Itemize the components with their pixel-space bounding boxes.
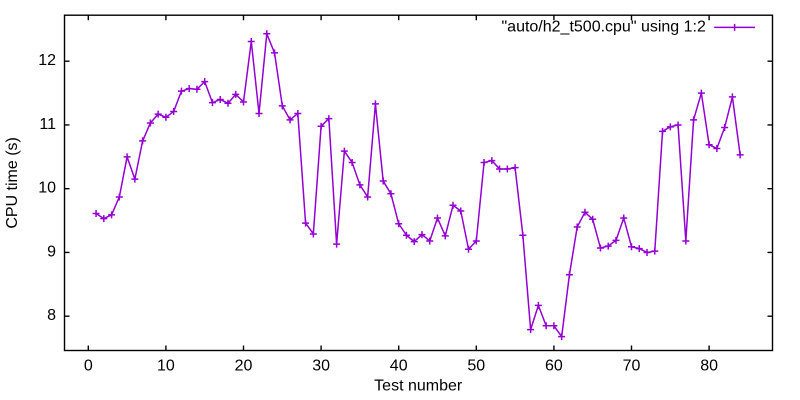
svg-text:8: 8 xyxy=(47,307,56,324)
svg-text:30: 30 xyxy=(312,357,330,374)
svg-text:80: 80 xyxy=(700,357,718,374)
svg-text:CPU time (s): CPU time (s) xyxy=(4,137,21,229)
svg-text:60: 60 xyxy=(545,357,563,374)
svg-text:70: 70 xyxy=(623,357,641,374)
svg-text:"auto/h2_t500.cpu" using 1:2: "auto/h2_t500.cpu" using 1:2 xyxy=(501,18,706,35)
svg-text:40: 40 xyxy=(390,357,408,374)
svg-text:10: 10 xyxy=(38,180,56,197)
svg-text:20: 20 xyxy=(235,357,253,374)
svg-text:12: 12 xyxy=(38,52,56,69)
svg-text:Test number: Test number xyxy=(374,377,463,394)
svg-text:9: 9 xyxy=(47,243,56,260)
svg-text:10: 10 xyxy=(157,357,175,374)
svg-text:11: 11 xyxy=(39,116,56,133)
svg-text:0: 0 xyxy=(84,357,93,374)
svg-text:50: 50 xyxy=(467,357,485,374)
